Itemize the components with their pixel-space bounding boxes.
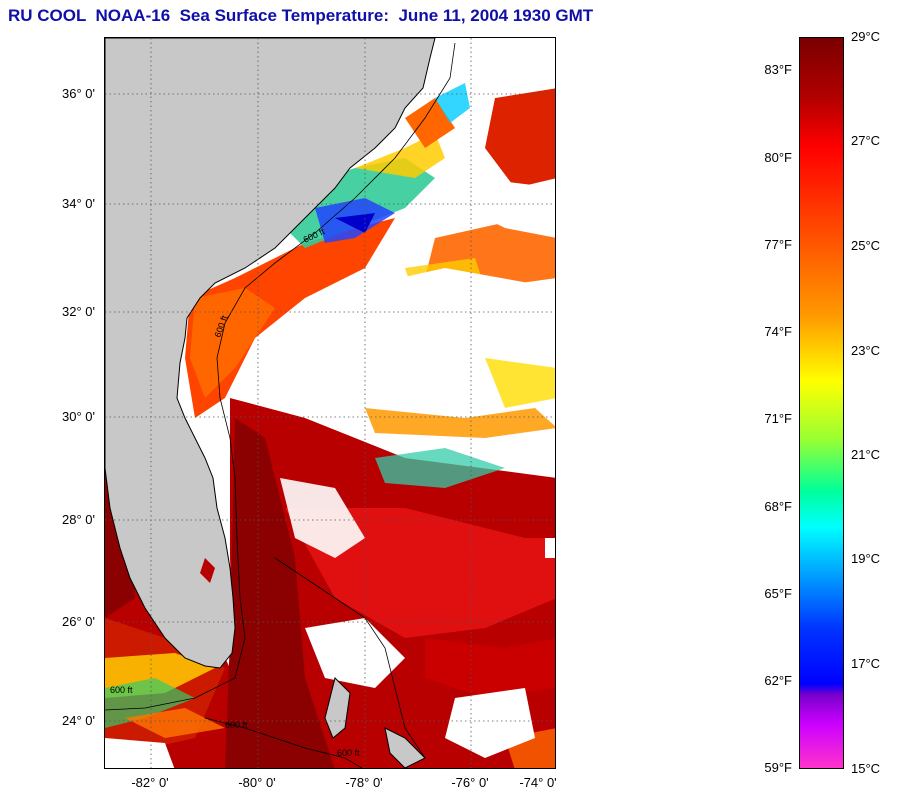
colorbar-label-f: 65°F xyxy=(764,586,792,601)
colorbar-label-c: 17°C xyxy=(851,656,881,671)
colorbar-label-c: 27°C xyxy=(851,133,881,148)
colorbar-label-f: 74°F xyxy=(764,324,792,339)
contour-label: 600 ft xyxy=(110,685,133,695)
sst-map: 600 ft 600 ft 600 ft 600 ft 600 ft xyxy=(104,37,556,769)
lat-label: 30° 0' xyxy=(62,409,95,424)
colorbar-label-f: 77°F xyxy=(764,237,792,252)
lat-label: 36° 0' xyxy=(62,86,95,101)
lat-label: 26° 0' xyxy=(62,614,95,629)
colorbar-label-c: 15°C xyxy=(851,761,881,776)
lon-label: -80° 0' xyxy=(238,775,276,790)
lat-label: 34° 0' xyxy=(62,196,95,211)
contour-label: 600 ft xyxy=(337,748,360,758)
colorbar-label-c: 19°C xyxy=(851,551,881,566)
colorbar-label-c: 25°C xyxy=(851,238,881,253)
lon-label: -82° 0' xyxy=(131,775,169,790)
cloud-cover xyxy=(105,38,555,768)
colorbar-label-f: 83°F xyxy=(764,62,792,77)
contour-label: 600 ft xyxy=(225,720,248,730)
lon-label: -78° 0' xyxy=(345,775,383,790)
colorbar-label-f: 62°F xyxy=(764,673,792,688)
map-title: RU COOL NOAA-16 Sea Surface Temperature:… xyxy=(8,6,594,25)
colorbar-label-c: 23°C xyxy=(851,343,881,358)
lat-label: 24° 0' xyxy=(62,713,95,728)
colorbar-label-f: 80°F xyxy=(764,150,792,165)
colorbar-label-f: 71°F xyxy=(764,411,792,426)
colorbar-label-f: 68°F xyxy=(764,499,792,514)
colorbar-label-c: 21°C xyxy=(851,447,881,462)
lat-label: 32° 0' xyxy=(62,304,95,319)
colorbar-label-f: 59°F xyxy=(764,760,792,775)
graticule xyxy=(105,38,555,768)
colorbar-label-c: 29°C xyxy=(851,29,881,44)
lon-label: -76° 0' xyxy=(451,775,489,790)
land-mass xyxy=(105,38,436,768)
lon-label: -74° 0' xyxy=(519,775,557,790)
temperature-colorbar xyxy=(799,37,844,769)
sst-map-graphic: 600 ft 600 ft 600 ft 600 ft 600 ft xyxy=(105,38,555,768)
lat-label: 28° 0' xyxy=(62,512,95,527)
